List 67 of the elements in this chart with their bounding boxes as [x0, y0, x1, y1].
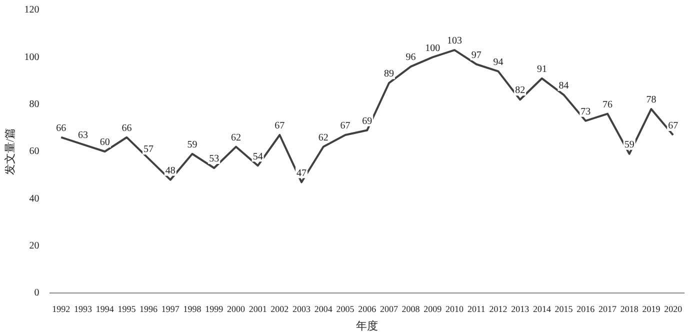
data-label: 100: [425, 42, 440, 54]
y-axis-title: 发文量/篇: [3, 128, 16, 176]
data-label: 91: [536, 64, 547, 76]
x-tick-label: 1997: [161, 304, 180, 314]
data-label: 66: [122, 122, 132, 134]
x-tick-label: 2013: [511, 304, 530, 314]
x-tick-label: 2019: [642, 304, 661, 314]
x-tick-label: 2011: [468, 304, 486, 314]
data-label: 66: [56, 122, 66, 134]
x-tick-label: 1999: [205, 304, 224, 314]
x-tick-label: 1996: [140, 304, 158, 314]
x-tick-label: 2000: [226, 304, 246, 314]
y-tick-label: 60: [29, 146, 40, 158]
x-tick-label: 2008: [402, 304, 420, 314]
x-tick-label: 2017: [598, 304, 618, 314]
data-label: 89: [384, 68, 394, 80]
x-axis-title: 年度: [356, 319, 378, 332]
x-tick-label: 2020: [664, 304, 683, 314]
x-tick-label: 2001: [248, 304, 267, 314]
x-tick-label: 1994: [96, 304, 114, 314]
x-tick-label: 1993: [74, 304, 92, 314]
data-label: 67: [668, 120, 678, 132]
data-label: 82: [515, 85, 526, 96]
x-tick-label: 2018: [620, 304, 639, 314]
x-tick-label: 2014: [532, 304, 552, 314]
x-tick-label: 1992: [52, 304, 70, 314]
data-label: 69: [362, 116, 372, 127]
data-label: 97: [471, 50, 482, 61]
y-tick-label: 40: [29, 193, 40, 204]
data-label: 60: [100, 137, 110, 148]
x-tick-label: 2007: [380, 304, 398, 314]
data-label: 67: [274, 120, 285, 132]
x-tick-label: 2015: [554, 304, 574, 314]
x-tick-label: 2009: [424, 304, 442, 314]
data-label: 47: [296, 168, 307, 179]
x-tick-label: 2004: [314, 304, 333, 314]
x-tick-label: 2010: [446, 304, 464, 314]
data-label: 48: [165, 165, 176, 176]
y-tick-label: 120: [24, 4, 40, 16]
y-tick-label: 100: [24, 52, 40, 63]
data-label: 62: [318, 132, 328, 144]
data-label: 53: [209, 154, 220, 165]
data-label: 94: [493, 56, 504, 68]
data-label: 54: [252, 151, 263, 162]
data-label: 63: [78, 130, 88, 142]
x-tick-label: 1998: [183, 304, 202, 314]
data-label: 103: [447, 36, 462, 47]
data-label: 73: [580, 106, 591, 118]
x-tick-label: 2012: [489, 304, 508, 314]
x-tick-label: 2003: [292, 304, 312, 314]
x-tick-label: 2016: [576, 304, 596, 314]
data-label: 84: [558, 80, 569, 92]
data-label: 96: [406, 52, 416, 64]
x-tick-label: 1995: [118, 304, 136, 314]
data-label: 76: [602, 99, 613, 110]
data-label: 62: [230, 132, 241, 144]
data-label: 67: [340, 120, 350, 132]
data-label: 59: [187, 139, 198, 150]
data-label: 59: [624, 139, 634, 150]
y-tick-label: 0: [34, 288, 40, 299]
x-tick-label: 2005: [336, 304, 355, 314]
x-tick-label: 2002: [270, 304, 289, 314]
data-label: 78: [646, 94, 656, 106]
data-label: 57: [144, 144, 154, 156]
x-tick-label: 2006: [358, 304, 377, 314]
y-tick-label: 20: [29, 240, 40, 252]
y-tick-label: 80: [29, 98, 40, 110]
